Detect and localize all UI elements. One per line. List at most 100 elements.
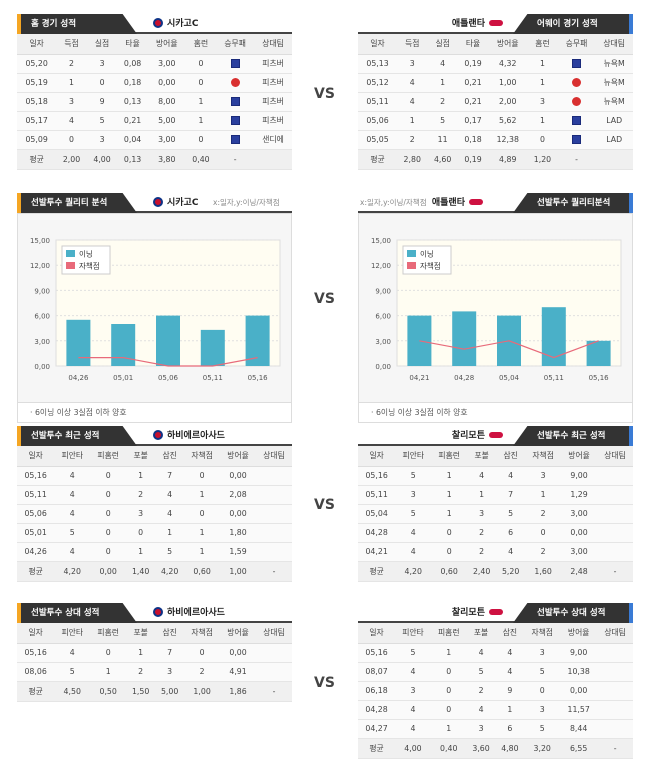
table-row: 04,26 4 0 1 5 1 1,59 — [17, 542, 292, 562]
column-header: 자책점 — [525, 446, 562, 467]
table-cell: 1 — [430, 643, 467, 663]
average-row: 평균 2,80 4,60 0,19 4,89 1,20- — [358, 149, 633, 170]
table-cell — [597, 504, 633, 524]
average-row: 평균 4,20 0,60 2,40 5,20 1,60 2,48- — [358, 561, 633, 582]
table-cell: 4 — [467, 466, 497, 486]
table-cell: 1 — [126, 542, 156, 562]
result-cell — [216, 73, 255, 93]
x-tick-label: 05,16 — [589, 374, 610, 382]
recent-right-tag: 선발투수 최근 성적 — [513, 426, 633, 446]
table-row: 05,18 3 9 0,13 8,00 1 피츠버 — [17, 92, 292, 112]
table-cell: 4 — [495, 643, 525, 663]
table-cell: 0 — [430, 662, 467, 682]
table-row: 05,11 4 2 0,21 2,00 3 뉴욕M — [358, 92, 633, 112]
column-header: 자책점 — [524, 623, 561, 644]
table-cell: 0 — [431, 542, 468, 562]
table-cell: 4 — [54, 643, 91, 663]
table-row: 05,19 1 0 0,18 0,00 0 피츠버 — [17, 73, 292, 93]
table-cell: 0,18 — [117, 73, 148, 93]
column-header: 방어율 — [220, 623, 257, 644]
braves-logo-icon — [489, 20, 503, 26]
lose-icon — [230, 77, 240, 87]
table-cell: 1 — [90, 662, 127, 682]
vs-left-tag: 선발투수 상대 성적 — [17, 603, 137, 623]
table-cell: 5 — [496, 504, 526, 524]
column-header: 방어율 — [560, 623, 598, 644]
average-cell: 1,00 — [184, 681, 221, 702]
series-line — [78, 357, 258, 367]
table-cell: 8,44 — [560, 719, 598, 739]
table-cell — [597, 523, 633, 543]
table-cell: LAD — [595, 111, 633, 131]
table-cell: 5 — [54, 662, 91, 682]
series-line — [419, 340, 599, 359]
table-cell: 05,17 — [17, 111, 57, 131]
table-cell: 05,16 — [17, 643, 55, 663]
table-cell: 5 — [427, 111, 458, 131]
table-cell: 7 — [496, 485, 526, 505]
column-header: 홈런 — [185, 34, 217, 55]
average-cell: 1,00 — [220, 561, 257, 582]
table-cell: 3 — [466, 719, 496, 739]
table-cell: 5,00 — [147, 111, 186, 131]
table-cell: 1 — [430, 719, 467, 739]
table-cell: 2 — [56, 54, 87, 74]
table-cell: 0,19 — [457, 54, 489, 74]
average-cell: 0,40 — [185, 149, 217, 170]
table-cell: 0 — [90, 523, 127, 543]
column-header: 방어율 — [147, 34, 186, 55]
table-cell: 0 — [90, 466, 127, 486]
table-cell: 2 — [467, 523, 497, 543]
table-cell: 4 — [395, 542, 432, 562]
home-record-table: 일자 득점 실점 타율 방어율 홈런 승무패 상대팀 05,20 2 3 0,08 3,00 0 피츠버 05… — [17, 34, 292, 170]
quality-left-svg: 0,00 3,00 6,00 9,00 12,00 15,00 04,26 05,01 05,0… — [30, 237, 281, 382]
table-cell: 0,00 — [220, 504, 257, 524]
table-cell: 3 — [524, 700, 561, 720]
lose-icon — [571, 96, 581, 106]
table-cell — [256, 485, 292, 505]
table-cell: 2 — [525, 542, 562, 562]
legend — [402, 245, 452, 275]
x-tick-label: 05,01 — [113, 374, 133, 382]
table-cell: 08,06 — [17, 662, 55, 682]
bar — [541, 307, 566, 366]
table-cell: 0,21 — [457, 73, 489, 93]
bar — [586, 340, 611, 366]
bar — [66, 319, 91, 366]
average-cell: 1,86 — [220, 681, 257, 702]
table-cell: 1 — [527, 111, 558, 131]
table-cell: 0,00 — [561, 523, 598, 543]
table-cell: 9,00 — [560, 643, 598, 663]
table-row: 05,16 4 0 1 7 0 0,00 — [17, 466, 292, 486]
y-tick-label: 3,00 — [375, 338, 391, 346]
average-cell: 평균 — [358, 149, 398, 170]
table-cell: 5 — [155, 542, 185, 562]
table-cell: 7 — [155, 466, 185, 486]
table-row: 05,09 0 3 0,04 3,00 0 샌디에 — [17, 130, 292, 150]
table-row: 04,28 4 0 2 6 0 0,00 — [358, 523, 633, 543]
column-header: 상대팀 — [256, 623, 292, 644]
table-row: 08,06 5 1 2 3 2 4,91 — [17, 662, 292, 682]
average-cell: - — [256, 681, 292, 702]
table-cell: 1 — [431, 485, 468, 505]
home-team-name: 시카고C — [153, 14, 198, 34]
vs-right-table: 일자 피안타 피홈런 포볼 삼진 자책점 방어율 상대팀 05,16 5 1 4 4 3 9,00 08,07… — [358, 623, 633, 759]
column-header: 상대팀 — [256, 446, 292, 467]
table-cell: 1 — [397, 111, 428, 131]
table-cell: 1 — [527, 73, 558, 93]
result-cell — [557, 111, 596, 131]
column-header: 득점 — [397, 34, 428, 55]
table-cell — [597, 466, 633, 486]
table-cell: 05,06 — [17, 504, 55, 524]
column-header: 자책점 — [184, 446, 221, 467]
table-row: 04,21 4 0 2 4 2 3,00 — [358, 542, 633, 562]
column-header: 삼진 — [495, 623, 525, 644]
quality-right-team: 애틀랜타 — [432, 193, 483, 213]
table-cell: 9 — [86, 92, 118, 112]
quality-left-sub: x:일자,y:이닝/자책점 — [213, 198, 280, 207]
table-cell: 7 — [155, 643, 185, 663]
column-header: 피홈런 — [90, 623, 127, 644]
table-cell — [597, 681, 633, 701]
table-cell: 5 — [54, 523, 91, 543]
table-row: 05,16 5 1 4 4 3 9,00 — [358, 466, 633, 486]
